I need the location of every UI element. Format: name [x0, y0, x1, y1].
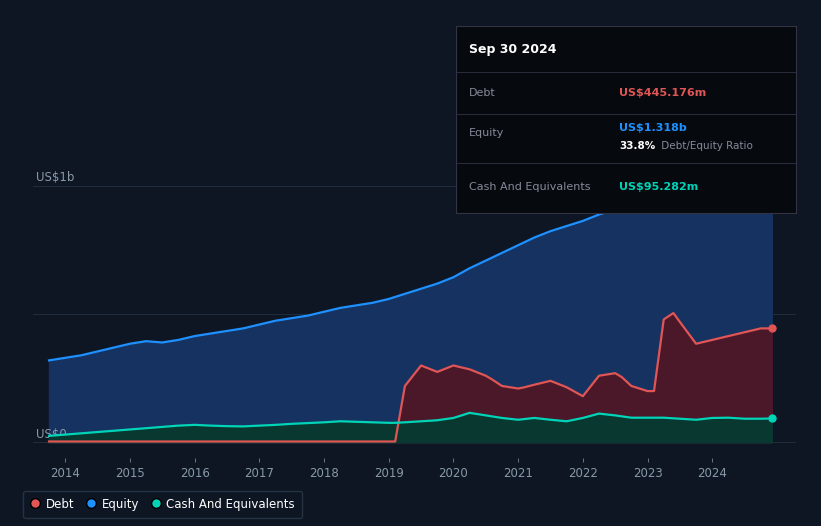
Legend: Debt, Equity, Cash And Equivalents: Debt, Equity, Cash And Equivalents — [24, 491, 302, 518]
Text: US$0: US$0 — [36, 428, 67, 441]
Text: US$1b: US$1b — [36, 171, 75, 184]
Text: US$95.282m: US$95.282m — [619, 182, 699, 192]
Text: US$1.318b: US$1.318b — [619, 123, 687, 133]
Text: Debt: Debt — [470, 88, 496, 98]
Text: Cash And Equivalents: Cash And Equivalents — [470, 182, 591, 192]
Text: Debt/Equity Ratio: Debt/Equity Ratio — [658, 141, 753, 151]
Text: 33.8%: 33.8% — [619, 141, 655, 151]
Text: Sep 30 2024: Sep 30 2024 — [470, 43, 557, 56]
Text: US$445.176m: US$445.176m — [619, 88, 706, 98]
Text: Equity: Equity — [470, 128, 505, 138]
